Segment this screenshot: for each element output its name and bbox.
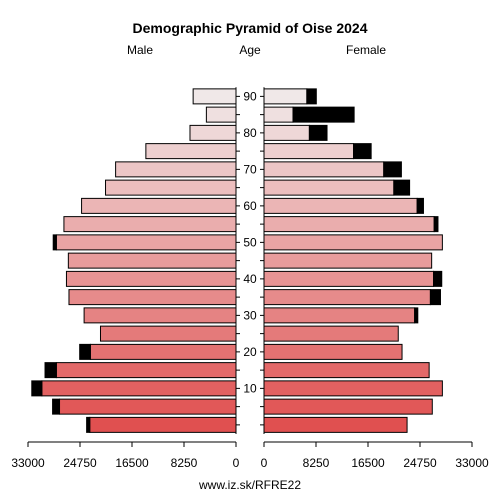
female-bar-5-9 bbox=[263, 398, 433, 415]
male-surplus-bar-5-9 bbox=[52, 398, 61, 415]
male-bar-35-39 bbox=[68, 289, 237, 306]
male-bar-15-19 bbox=[55, 362, 237, 379]
male-bar-45-49 bbox=[67, 252, 237, 269]
male-bar-50-54 bbox=[55, 234, 237, 251]
male-surplus-bar-0-4 bbox=[86, 416, 91, 433]
male-x-axis: 33000 24750 16500 8250 0 bbox=[11, 441, 240, 470]
age-tick-label: 10 bbox=[243, 381, 257, 395]
female-surplus-bar-40-44 bbox=[433, 270, 443, 287]
female-bar-40-44 bbox=[263, 270, 435, 287]
female-bar-90+ bbox=[263, 88, 308, 105]
female-bar-70-74 bbox=[263, 161, 385, 178]
male-bar-65-69 bbox=[105, 179, 237, 196]
age-tick-label: 70 bbox=[243, 162, 257, 176]
female-bar-30-34 bbox=[263, 307, 416, 324]
age-tick-label: 30 bbox=[243, 308, 257, 322]
female-bars bbox=[263, 88, 443, 433]
male-surplus-bar-15-19 bbox=[44, 362, 57, 379]
female-label: Female bbox=[346, 43, 386, 57]
age-tick-label: 80 bbox=[243, 126, 257, 140]
male-surplus-bar-50-54 bbox=[52, 234, 57, 251]
chart-title: Demographic Pyramid of Oise 2024 bbox=[133, 20, 368, 36]
female-bar-35-39 bbox=[263, 289, 431, 306]
female-bar-25-29 bbox=[263, 325, 399, 342]
female-x-tick-label: 8250 bbox=[303, 456, 330, 470]
female-bar-45-49 bbox=[263, 252, 433, 269]
male-bar-0-4 bbox=[89, 416, 237, 433]
female-bar-55-59 bbox=[263, 216, 435, 233]
female-surplus-bar-75-79 bbox=[353, 143, 372, 160]
male-bar-70-74 bbox=[115, 161, 237, 178]
male-bar-30-34 bbox=[83, 307, 237, 324]
female-x-axis: 0 8250 16500 24750 33000 bbox=[261, 441, 489, 470]
female-bar-15-19 bbox=[263, 362, 430, 379]
female-bar-20-24 bbox=[263, 343, 403, 360]
female-x-tick-label: 16500 bbox=[351, 456, 385, 470]
male-x-tick-label: 33000 bbox=[11, 456, 45, 470]
female-x-tick-label: 24750 bbox=[403, 456, 437, 470]
male-bar-25-29 bbox=[99, 325, 237, 342]
female-surplus-bar-35-39 bbox=[429, 289, 441, 306]
female-surplus-bar-55-59 bbox=[433, 216, 439, 233]
age-tick-label: 40 bbox=[243, 272, 257, 286]
male-bar-55-59 bbox=[63, 216, 237, 233]
male-bar-80-84 bbox=[189, 124, 237, 141]
female-surplus-bar-85-89 bbox=[292, 106, 355, 123]
female-bar-75-79 bbox=[263, 143, 355, 160]
male-x-tick-label: 24750 bbox=[63, 456, 97, 470]
age-tick-label: 20 bbox=[243, 345, 257, 359]
male-bar-75-79 bbox=[145, 143, 237, 160]
male-x-tick-label: 16500 bbox=[115, 456, 149, 470]
female-surplus-bar-65-69 bbox=[393, 179, 411, 196]
age-tick-label: 60 bbox=[243, 199, 257, 213]
age-tick-label: 90 bbox=[243, 89, 257, 103]
female-surplus-bar-70-74 bbox=[383, 161, 402, 178]
male-bar-5-9 bbox=[59, 398, 237, 415]
female-surplus-bar-60-64 bbox=[416, 197, 424, 214]
age-label: Age bbox=[239, 43, 261, 57]
female-surplus-bar-90+ bbox=[306, 88, 317, 105]
female-surplus-bar-80-84 bbox=[308, 124, 328, 141]
male-bar-20-24 bbox=[89, 343, 237, 360]
male-bar-85-89 bbox=[205, 106, 237, 123]
male-label: Male bbox=[127, 43, 153, 57]
female-x-tick-label: 33000 bbox=[455, 456, 489, 470]
male-surplus-bar-10-14 bbox=[31, 380, 43, 397]
age-axis: 10 20 30 40 50 60 70 80 90 bbox=[235, 87, 265, 434]
male-bar-90+ bbox=[192, 88, 237, 105]
female-bar-85-89 bbox=[263, 106, 294, 123]
female-bar-50-54 bbox=[263, 234, 443, 251]
male-bar-10-14 bbox=[41, 380, 237, 397]
male-surplus-bar-20-24 bbox=[79, 343, 91, 360]
male-bar-40-44 bbox=[65, 270, 237, 287]
age-tick-label: 50 bbox=[243, 235, 257, 249]
footer-source: www.iz.sk/RFRE22 bbox=[198, 478, 301, 492]
male-bars bbox=[31, 88, 237, 433]
male-x-tick-label: 8250 bbox=[171, 456, 198, 470]
female-bar-0-4 bbox=[263, 416, 408, 433]
female-bar-80-84 bbox=[263, 124, 310, 141]
male-bar-60-64 bbox=[81, 197, 237, 214]
male-x-tick-label: 0 bbox=[233, 456, 240, 470]
female-surplus-bar-30-34 bbox=[414, 307, 419, 324]
female-bar-65-69 bbox=[263, 179, 395, 196]
female-x-tick-label: 0 bbox=[261, 456, 268, 470]
female-bar-10-14 bbox=[263, 380, 443, 397]
female-bar-60-64 bbox=[263, 197, 418, 214]
